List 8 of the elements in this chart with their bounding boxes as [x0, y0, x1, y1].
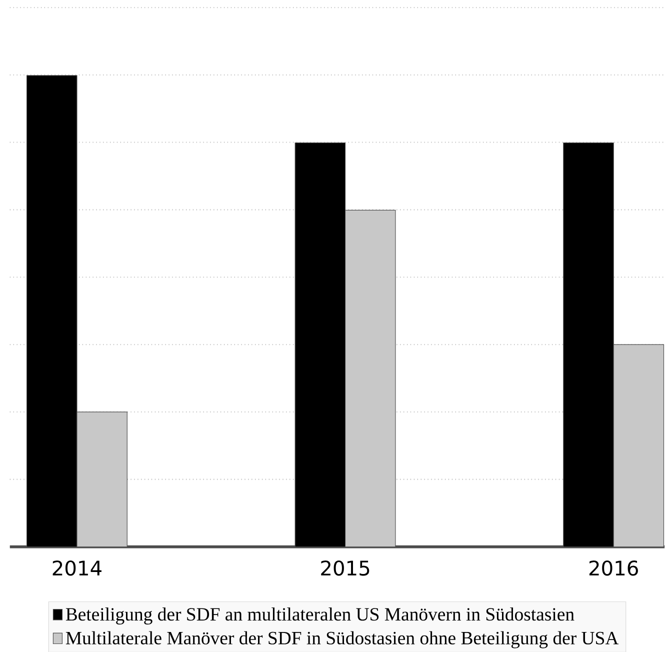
x-tick-label: 2014: [52, 560, 102, 576]
legend-label: Beteiligung der SDF an multilateralen US Manövern in Südostasien: [66, 607, 574, 624]
bar: [563, 142, 614, 547]
legend-label: Multilaterale Manöver der SDF in Südostasien ohne Beteiligung der USA: [66, 631, 619, 648]
bar: [26, 74, 78, 547]
bar: [294, 142, 346, 547]
x-tick-label: 2016: [589, 560, 638, 576]
x-tick-label: 2015: [321, 560, 370, 576]
